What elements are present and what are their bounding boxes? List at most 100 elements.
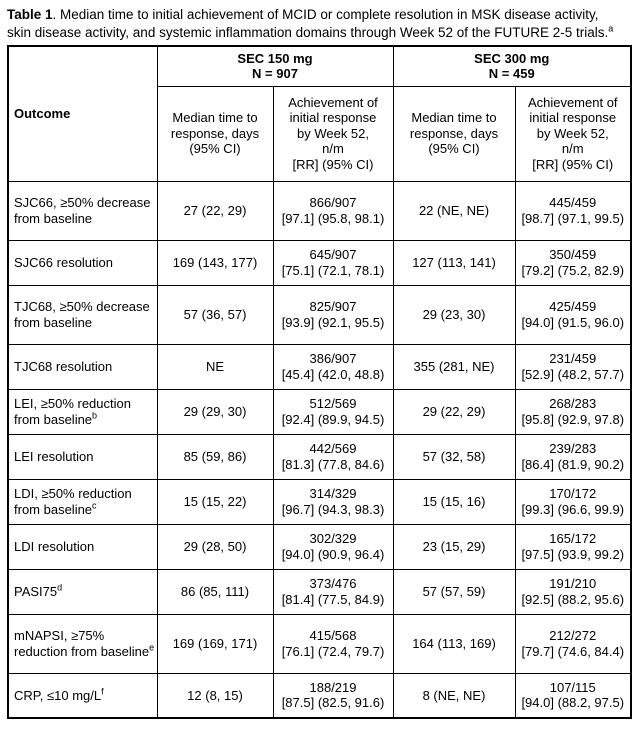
sec150-median-cell: 86 (85, 111) <box>156 568 274 615</box>
achievement-rr: [75.1] (72.1, 78.1) <box>281 262 385 278</box>
sec150-achievement-cell: 415/568 [76.1] (72.4, 79.7) <box>272 613 394 674</box>
outcome-cell: LDI resolution <box>7 523 158 570</box>
achievement-rr: [86.4] (81.9, 90.2) <box>521 456 625 472</box>
row-ldi-reduction: LDI, ≥50% reduction from baselinec 15 (1… <box>7 478 632 525</box>
outcome-cell: TJC68 resolution <box>7 343 158 390</box>
sec300-achievement-cell: 425/459 [94.0] (91.5, 96.0) <box>514 284 632 345</box>
row-tjc68-resolution: TJC68 resolution NE 386/907 [45.4] (42.0… <box>7 343 632 390</box>
sec300-median-cell: 15 (15, 16) <box>392 478 516 525</box>
sec300-median-cell: 8 (NE, NE) <box>392 672 516 719</box>
achievement-rr: [97.5] (93.9, 99.2) <box>521 546 625 562</box>
sec300-achievement-cell: 231/459 [52.9] (48.2, 57.7) <box>514 343 632 390</box>
achievement-rr: [81.4] (77.5, 84.9) <box>281 591 385 607</box>
achievement-rr: [94.0] (90.9, 96.4) <box>281 546 385 562</box>
sec150-achievement-cell: 373/476 [81.4] (77.5, 84.9) <box>272 568 394 615</box>
achievement-nm: 302/329 <box>309 531 357 546</box>
achievement-rr: [52.9] (48.2, 57.7) <box>521 366 625 382</box>
achievement-nm: 191/210 <box>549 576 597 591</box>
sec300-median-cell: 29 (22, 29) <box>392 388 516 435</box>
sec300-median-cell: 127 (113, 141) <box>392 239 516 286</box>
row-pasi75: PASI75d 86 (85, 111) 373/476 [81.4] (77.… <box>7 568 632 615</box>
achievement-nm: 107/115 <box>549 679 596 695</box>
sec300-median-cell: 23 (15, 29) <box>392 523 516 570</box>
table-caption-footnote-marker: a <box>608 23 614 33</box>
group-name: SEC 150 mg <box>237 50 313 66</box>
achievement-nm: 445/459 <box>549 195 597 210</box>
outcome-text: CRP, ≤10 mg/L <box>14 687 102 703</box>
achievement-nm: 373/476 <box>309 576 357 591</box>
sec150-median-cell: NE <box>156 343 274 390</box>
achievement-nm: 866/907 <box>309 195 357 210</box>
row-sjc66-resolution: SJC66 resolution 169 (143, 177) 645/907 … <box>7 239 632 286</box>
group-n: N = 907 <box>252 66 298 82</box>
footnote-marker: f <box>101 686 104 697</box>
sec300-achievement-cell: 212/272 [79.7] (74.6, 84.4) <box>514 613 632 674</box>
outcome-cell: SJC66, ≥50% decrease from baseline <box>7 180 158 241</box>
subheader-line: by Week 52, <box>296 125 370 141</box>
sec300-achievement-cell: 170/172 [99.3] (96.6, 99.9) <box>514 478 632 525</box>
achievement-nm: 415/568 <box>309 628 357 643</box>
subheader-achievement-sec150: Achievement of initial response by Week … <box>272 85 394 182</box>
achievement-rr: [92.5] (88.2, 95.6) <box>521 591 625 607</box>
outcome-text: TJC68, ≥50% decrease from baseline <box>14 299 150 330</box>
sec300-median-cell: 22 (NE, NE) <box>392 180 516 241</box>
row-lei-reduction: LEI, ≥50% reduction from baselineb 29 (2… <box>7 388 632 435</box>
sec300-median-cell: 29 (23, 30) <box>392 284 516 345</box>
subheader-line: response, days <box>170 125 260 141</box>
subheader-line: initial response <box>289 110 377 126</box>
sec150-median-cell: 12 (8, 15) <box>156 672 274 719</box>
sec150-achievement-cell: 512/569 [92.4] (89.9, 94.5) <box>272 388 394 435</box>
achievement-nm: 188/219 <box>309 679 357 695</box>
sec300-median-cell: 164 (113, 169) <box>392 613 516 674</box>
sec300-achievement-cell: 445/459 [98.7] (97.1, 99.5) <box>514 180 632 241</box>
sec300-median-cell: 355 (281, NE) <box>392 343 516 390</box>
outcome-text: LEI, ≥50% reduction from baseline <box>14 396 131 427</box>
subheader-line: n/m <box>561 141 584 157</box>
outcome-text: SJC66, ≥50% decrease from baseline <box>14 195 151 226</box>
subheader-line: [RR] (95% CI) <box>532 156 614 172</box>
outcome-text: LEI resolution <box>14 448 94 464</box>
achievement-nm: 231/459 <box>549 351 597 366</box>
table-caption-text: . Median time to initial achievement of … <box>7 7 609 40</box>
outcome-cell: LEI, ≥50% reduction from baselineb <box>7 388 158 435</box>
achievement-nm: 314/329 <box>309 486 357 501</box>
outcome-cell: TJC68, ≥50% decrease from baseline <box>7 284 158 345</box>
sec150-median-cell: 85 (59, 86) <box>156 433 274 480</box>
achievement-rr: [95.8] (92.9, 97.8) <box>521 411 625 427</box>
sec150-median-cell: 29 (29, 30) <box>156 388 274 435</box>
outcome-cell: LEI resolution <box>7 433 158 480</box>
subheader-line: (95% CI) <box>428 141 480 157</box>
sec150-achievement-cell: 386/907 [45.4] (42.0, 48.8) <box>272 343 394 390</box>
subheader-median-sec150: Median time to response, days (95% CI) <box>156 85 274 182</box>
table-caption: Table 1. Median time to initial achievem… <box>7 6 625 41</box>
footnote-marker: d <box>57 582 63 593</box>
sec150-median-cell: 15 (15, 22) <box>156 478 274 525</box>
outcome-cell: SJC66 resolution <box>7 239 158 286</box>
row-mnapsi-reduction: mNAPSI, ≥75% reduction from baselinee 16… <box>7 613 632 674</box>
subheader-line: (95% CI) <box>189 141 241 157</box>
subheader-achievement-sec300: Achievement of initial response by Week … <box>514 85 632 182</box>
subheader-line: Achievement of <box>288 94 378 110</box>
outcome-text: LDI, ≥50% reduction from baseline <box>14 486 132 517</box>
sec150-achievement-cell: 645/907 [75.1] (72.1, 78.1) <box>272 239 394 286</box>
outcome-text: TJC68 resolution <box>14 358 113 374</box>
sec300-median-cell: 57 (57, 59) <box>392 568 516 615</box>
achievement-nm: 212/272 <box>549 628 597 643</box>
sec150-median-cell: 29 (28, 50) <box>156 523 274 570</box>
achievement-nm: 350/459 <box>549 247 597 262</box>
footnote-marker: e <box>149 642 155 653</box>
group-header-row: Outcome SEC 150 mg N = 907 SEC 300 mg N … <box>7 45 632 182</box>
outcome-text: mNAPSI, ≥75% reduction from baseline <box>14 628 150 659</box>
subheader-line: [RR] (95% CI) <box>292 156 374 172</box>
results-table: Outcome SEC 150 mg N = 907 SEC 300 mg N … <box>7 45 632 719</box>
achievement-nm: 165/172 <box>549 531 597 546</box>
achievement-rr: [97.1] (95.8, 98.1) <box>281 210 385 226</box>
group-name: SEC 300 mg <box>474 50 550 66</box>
sec150-achievement-cell: 188/219 [87.5] (82.5, 91.6) <box>272 672 394 719</box>
achievement-rr: [76.1] (72.4, 79.7) <box>281 643 385 659</box>
achievement-nm: 386/907 <box>309 351 357 366</box>
subheader-median-sec300: Median time to response, days (95% CI) <box>392 85 516 182</box>
achievement-nm: 425/459 <box>549 299 597 314</box>
outcome-cell: mNAPSI, ≥75% reduction from baselinee <box>7 613 158 674</box>
subheader-line: Achievement of <box>527 94 618 110</box>
